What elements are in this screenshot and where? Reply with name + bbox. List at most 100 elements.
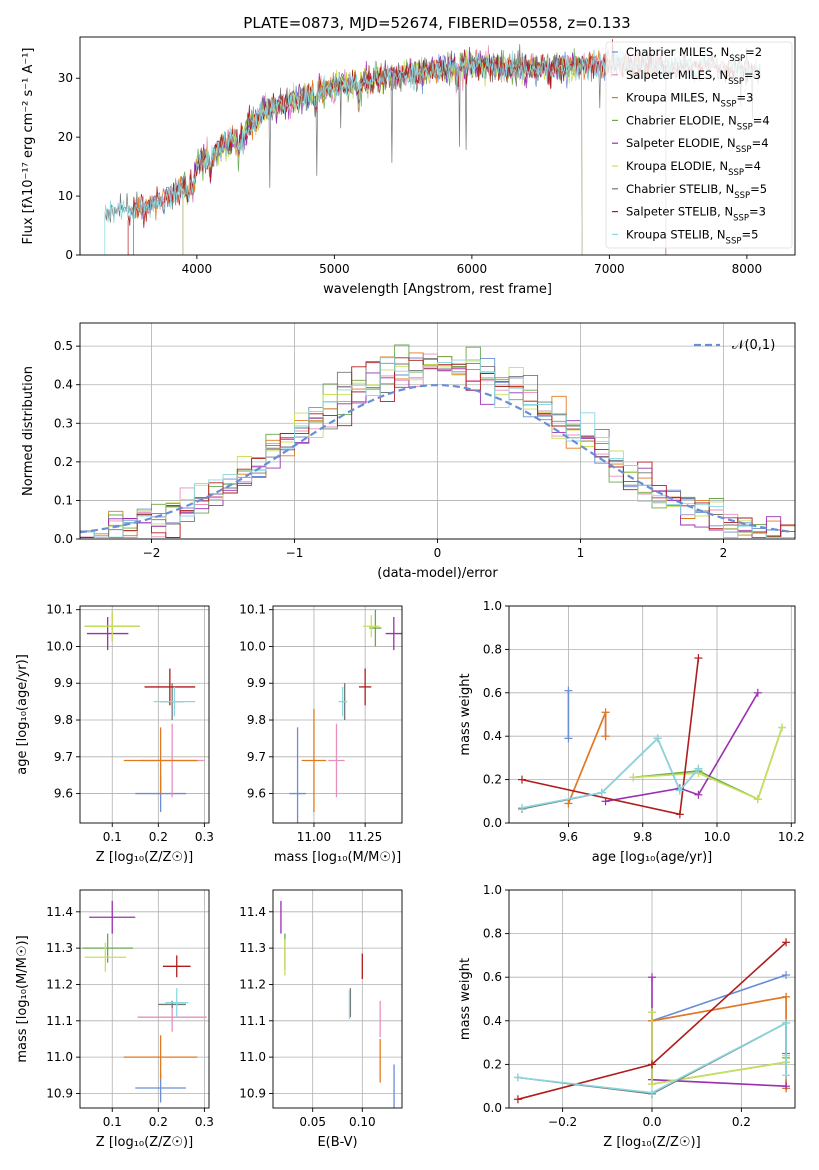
y-tick-label: 9.8 <box>54 713 73 727</box>
legend-value: =4 <box>753 113 770 127</box>
y-tick-label: 0.2 <box>483 773 502 787</box>
axes-frame <box>272 889 403 1109</box>
y-tick-label: 9.7 <box>247 750 266 764</box>
axes-frame <box>79 36 796 256</box>
y-axis-label: Flux [fλ10⁻¹⁷ erg cm⁻² s⁻¹ A⁻¹] <box>21 48 36 245</box>
axes-frame <box>79 322 796 540</box>
grid-z-mass <box>80 890 209 1108</box>
errorbar-salpeter-miles <box>328 723 345 798</box>
y-axis-label: mass weight <box>458 673 473 755</box>
errorbar-kroupa-elodie <box>84 611 140 641</box>
weight-point <box>518 775 526 784</box>
weight-point <box>653 734 662 743</box>
y-tick-label: 1.0 <box>483 883 502 897</box>
x-tick-label: −1 <box>286 546 304 560</box>
y-tick-label: 11.2 <box>239 977 266 991</box>
y-tick-label: 30 <box>58 71 73 85</box>
plot-area-z-age <box>84 611 205 812</box>
legend-value: =4 <box>752 136 769 150</box>
errorbar-kroupa-stelib <box>338 686 347 717</box>
errorbar-kroupa-miles <box>123 727 198 794</box>
legend-value: =3 <box>749 205 766 219</box>
weight-line-kroupa-miles <box>651 995 787 1089</box>
x-axis-label: Z [log₁₀(Z/Z☉)] <box>603 1135 700 1150</box>
legend-subscript: SSP <box>728 77 744 87</box>
weight-point <box>629 773 638 782</box>
weight-point <box>782 1071 791 1080</box>
errorbar-kroupa-miles <box>123 1035 198 1079</box>
plot-area-residuals <box>80 344 795 538</box>
x-tick-label: 11.00 <box>297 830 331 844</box>
x-tick-label: 5000 <box>319 262 350 276</box>
y-tick-label: 11.2 <box>46 977 73 991</box>
histogram-salpeter-elodie <box>80 367 795 538</box>
y-tick-label: 10.1 <box>239 603 266 617</box>
y-tick-label: 0.6 <box>483 970 502 984</box>
weight-point <box>782 992 791 1001</box>
y-tick-label: 0.2 <box>54 455 73 469</box>
x-tick-label: 8000 <box>732 262 763 276</box>
weight-point <box>648 1088 656 1097</box>
weight-line-kroupa-elodie <box>651 1012 787 1085</box>
x-tick-label: 2 <box>720 546 728 560</box>
x-axis-label: (data-model)/error <box>377 566 498 581</box>
grid-z-age <box>80 606 209 823</box>
y-tick-label: 0 <box>65 248 73 262</box>
weight-line-kroupa-stelib <box>517 1021 787 1094</box>
errorbar-kroupa-stelib <box>165 988 189 1018</box>
x-tick-label: 0.2 <box>732 1115 751 1129</box>
weight-line-kroupa-stelib <box>521 737 700 809</box>
weight-point <box>675 786 684 795</box>
x-tick-label: 10.2 <box>778 830 805 844</box>
errorbar-salpeter-stelib <box>144 668 196 706</box>
x-tick-label: 0 <box>434 546 442 560</box>
weight-point <box>753 795 762 804</box>
y-tick-label: 0.5 <box>54 339 73 353</box>
errorbar-chabrier-stelib <box>158 1000 186 1009</box>
weight-line-salpeter-elodie <box>651 977 787 1087</box>
weight-point <box>675 810 684 819</box>
legend-box <box>605 41 793 249</box>
y-tick-label: 0.3 <box>54 416 73 430</box>
plot-area-mass-age <box>289 609 402 823</box>
weight-line-chabrier-miles <box>651 974 787 1022</box>
histogram-chabrier-elodie <box>80 344 795 538</box>
y-axis-label: age [log₁₀(age/yr)] <box>15 654 30 775</box>
y-tick-label: 11.3 <box>46 941 73 955</box>
y-tick-label: 9.6 <box>54 787 73 801</box>
axes-frame <box>79 889 210 1109</box>
legend-subscript: SSP <box>729 54 745 64</box>
x-axis-label: E(B-V) <box>317 1135 357 1150</box>
x-tick-label: 0.2 <box>149 1115 168 1129</box>
axes-frame <box>508 605 796 824</box>
legend-value: =5 <box>750 182 767 196</box>
legend-subscript: SSP <box>737 122 753 132</box>
weight-point <box>778 723 786 732</box>
y-tick-label: 11.3 <box>239 941 266 955</box>
y-tick-label: 9.8 <box>247 713 266 727</box>
legend-subscript: SSP <box>736 145 752 155</box>
axes-frame <box>79 605 210 824</box>
x-tick-label: 11.25 <box>348 830 382 844</box>
x-tick-label: 6000 <box>457 262 488 276</box>
y-tick-label: 0.8 <box>483 642 502 656</box>
y-tick-label: 0.2 <box>483 1057 502 1071</box>
y-tick-label: 0.8 <box>483 927 502 941</box>
errorbar-kroupa-miles <box>301 708 327 812</box>
legend-value: =5 <box>741 227 758 241</box>
panel-residuals: −2 −1 0 1 2 0.0 0.1 0.2 0.3 0.4 0.5 (data-model)/er… <box>21 322 796 581</box>
y-tick-label: 0.0 <box>54 532 73 546</box>
legend-value: =3 <box>744 68 761 82</box>
histogram-kroupa-stelib <box>80 357 795 538</box>
axes-frame <box>508 889 796 1109</box>
errorbar-chabrier-elodie <box>82 933 133 963</box>
gaussian-reference-curve <box>80 383 793 534</box>
grid-age-weight <box>509 605 795 824</box>
y-tick-label: 11.1 <box>46 1014 73 1028</box>
x-tick-label: 7000 <box>594 262 625 276</box>
weight-point <box>513 1095 522 1104</box>
y-tick-label: 0.4 <box>483 1014 502 1028</box>
y-axis-label: mass weight <box>458 958 473 1040</box>
x-tick-label: 0.3 <box>195 1115 214 1129</box>
weight-point <box>648 973 656 982</box>
